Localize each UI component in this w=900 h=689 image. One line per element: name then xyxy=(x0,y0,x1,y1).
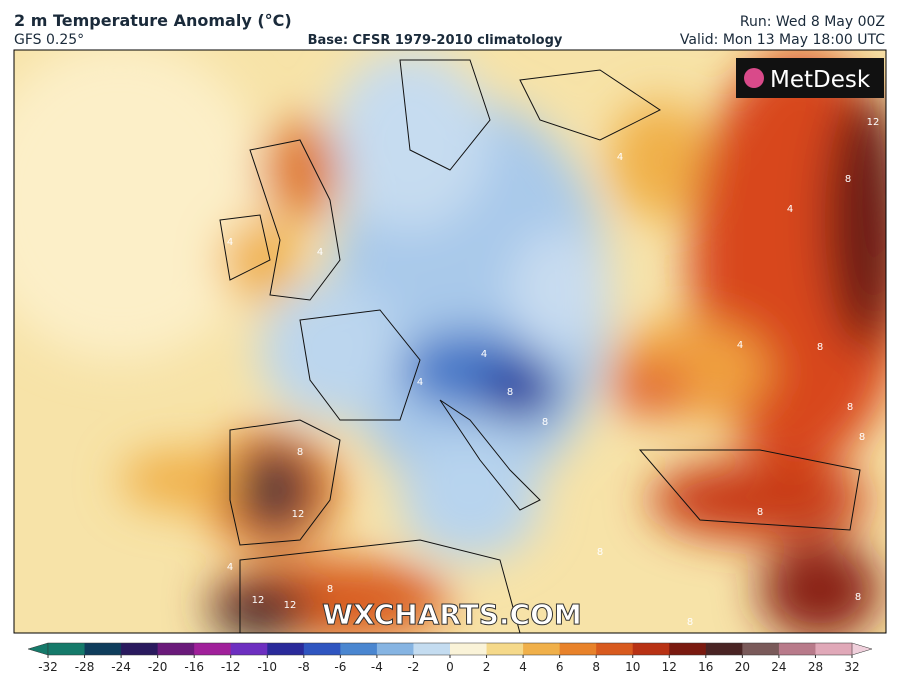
colorbar-tick-label: -10 xyxy=(257,660,277,674)
contour-label: 12 xyxy=(284,600,297,611)
base: Base: CFSR 1979-2010 climatology xyxy=(308,33,563,48)
colorbar-segment xyxy=(84,643,122,655)
contour-label: 4 xyxy=(227,237,233,248)
run: Run: Wed 8 May 00Z xyxy=(740,14,885,30)
contour-label: 8 xyxy=(757,507,763,518)
colorbar-tick-label: 20 xyxy=(735,660,750,674)
contour-label: 12 xyxy=(252,595,265,606)
watermark: WXCHARTS.COM xyxy=(322,598,582,631)
colorbar-segment xyxy=(267,643,305,655)
colorbar-tick-label: 28 xyxy=(808,660,823,674)
contour-label: 4 xyxy=(227,562,233,573)
colorbar-tick-label: 0 xyxy=(446,660,454,674)
contour-label: 4 xyxy=(317,247,323,258)
colorbar-tick-label: -2 xyxy=(407,660,419,674)
colorbar-arrow-low xyxy=(27,642,49,656)
colorbar-tick-label: -4 xyxy=(371,660,383,674)
coastlines xyxy=(219,59,861,633)
contour-label: 4 xyxy=(417,377,423,388)
colorbar-segment xyxy=(48,643,86,655)
colorbar-segment xyxy=(669,643,707,655)
contour-label: 8 xyxy=(855,592,861,603)
colorbar-tick-label: -12 xyxy=(221,660,241,674)
colorbar-segment xyxy=(523,643,561,655)
contour-labels: 12 8 4 4 4 4 4 8 8 8 12 8 8 12 12 8 8 4 8 8 4 8 4 8 xyxy=(227,117,880,628)
contour-label: 4 xyxy=(481,349,487,360)
colorbar-tick-label: 10 xyxy=(625,660,640,674)
colorbar-tick-label: 16 xyxy=(698,660,713,674)
colorbar-tick-label: 4 xyxy=(519,660,527,674)
colorbar-tick-label: 12 xyxy=(662,660,677,674)
contour-label: 4 xyxy=(737,340,743,351)
contour-label: 8 xyxy=(297,447,303,458)
colorbar-arrow-high xyxy=(851,642,873,656)
logo: MetDesk xyxy=(770,67,871,93)
colorbar-tick-label: -24 xyxy=(111,660,131,674)
colorbar-segment xyxy=(705,643,743,655)
colorbar-segment xyxy=(376,643,414,655)
colorbar-tick-label: -6 xyxy=(334,660,346,674)
contour-label: 8 xyxy=(542,417,548,428)
contour-label: 12 xyxy=(867,117,880,128)
colorbar-segment xyxy=(742,643,780,655)
logo-icon xyxy=(744,68,764,88)
contour-label: 12 xyxy=(292,509,305,520)
contour-label: 8 xyxy=(859,432,865,443)
colorbar-segment xyxy=(157,643,195,655)
contour-label: 8 xyxy=(817,342,823,353)
contour-label: 8 xyxy=(327,584,333,595)
colorbar: -32 -28 -24 -20 -16 -12 -10 -8 -6 -4 -2 0 2 4 6 8 10 12 16… xyxy=(27,642,873,674)
colorbar-tick-label: 32 xyxy=(844,660,859,674)
contour-label: 8 xyxy=(597,547,603,558)
colorbar-tick-label: 24 xyxy=(771,660,786,674)
title: 2 m Temperature Anomaly (°C) xyxy=(14,11,292,30)
colorbar-tick-label: -28 xyxy=(75,660,95,674)
colorbar-segment xyxy=(230,643,268,655)
contour-label: 8 xyxy=(847,402,853,413)
colorbar-segment xyxy=(486,643,524,655)
contour-label: 8 xyxy=(507,387,513,398)
colorbar-tick-label: 2 xyxy=(483,660,491,674)
colorbar-segment xyxy=(340,643,378,655)
colorbar-tick-label: -8 xyxy=(298,660,310,674)
colorbar-segment xyxy=(632,643,670,655)
colorbar-segment xyxy=(303,643,341,655)
map: 12 8 4 4 4 4 4 8 8 8 12 8 8 12 12 8 8 4 8 8 4 8 4 8 MetDesk WXC… xyxy=(14,50,886,633)
colorbar-segment xyxy=(194,643,232,655)
colorbar-tick-label: 8 xyxy=(592,660,600,674)
colorbar-segment xyxy=(815,643,853,655)
colorbar-segment xyxy=(778,643,816,655)
contour-label: 4 xyxy=(617,152,623,163)
valid: Valid: Mon 13 May 18:00 UTC xyxy=(680,32,885,48)
colorbar-tick-label: -16 xyxy=(184,660,204,674)
colorbar-tick-label: -32 xyxy=(38,660,58,674)
colorbar-segment xyxy=(559,643,597,655)
colorbar-segment xyxy=(596,643,634,655)
contour-label: 4 xyxy=(787,204,793,215)
map-frame xyxy=(13,49,887,634)
colorbar-segment xyxy=(121,643,159,655)
colorbar-tick-label: -20 xyxy=(148,660,168,674)
colorbar-tick-label: 6 xyxy=(556,660,564,674)
colorbar-segment xyxy=(450,643,488,655)
contour-label: 8 xyxy=(687,617,693,628)
contour-label: 8 xyxy=(845,174,851,185)
model: GFS 0.25° xyxy=(14,32,84,48)
colorbar-segment xyxy=(413,643,451,655)
